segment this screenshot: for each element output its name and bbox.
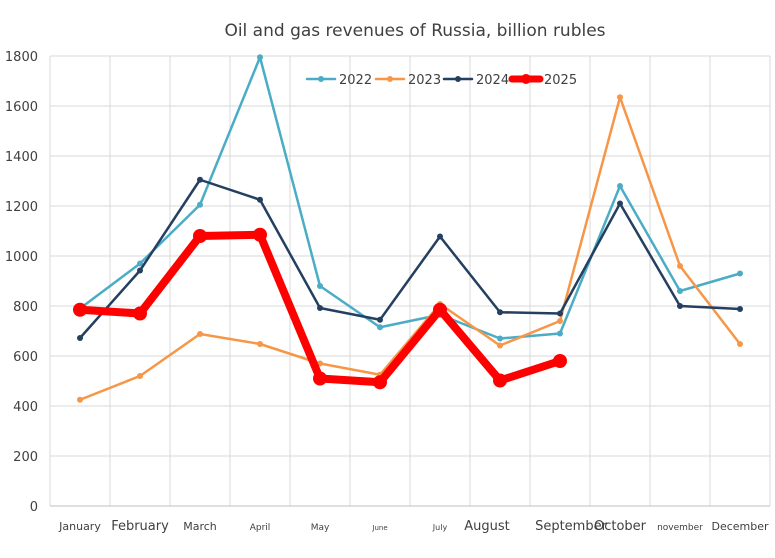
data-point-2024	[317, 305, 323, 311]
y-tick-label: 400	[13, 400, 38, 415]
data-point-2024	[197, 176, 203, 183]
data-point-2025	[313, 371, 327, 386]
x-tick-label: July	[432, 523, 448, 532]
y-tick-label: 1400	[5, 150, 38, 165]
data-point-2024	[137, 267, 143, 274]
data-point-2024	[497, 309, 503, 316]
data-point-2023	[137, 373, 143, 379]
data-point-2023	[617, 94, 623, 101]
legend-label-2024: 2024	[476, 73, 509, 88]
legend-label-2022: 2022	[339, 73, 372, 88]
data-point-2022	[557, 330, 563, 337]
data-point-2025	[373, 375, 387, 390]
data-point-2023	[77, 396, 83, 403]
x-tick-label: September	[535, 519, 608, 534]
data-point-2022	[677, 288, 683, 294]
data-point-2024	[617, 200, 623, 207]
y-tick-label: 0	[30, 500, 38, 515]
data-point-2024	[437, 233, 443, 240]
y-tick-label: 200	[13, 450, 38, 465]
data-point-2022	[317, 283, 323, 289]
data-point-2023	[677, 263, 683, 269]
x-tick-label: April	[250, 523, 271, 533]
y-tick-label: 600	[13, 350, 38, 365]
data-point-2024	[257, 196, 263, 203]
data-point-2025	[493, 373, 507, 388]
data-point-2022	[617, 183, 623, 189]
x-tick-label: December	[711, 520, 769, 533]
x-tick-label: June	[371, 524, 387, 532]
y-tick-label: 1000	[5, 250, 38, 265]
x-axis: January February March April May June July Augu…	[58, 519, 769, 534]
y-tick-label: 1800	[5, 50, 38, 65]
chart-title: Oil and gas revenues of Russia, billion …	[224, 21, 605, 41]
data-point-2025	[73, 302, 87, 317]
data-point-2025	[193, 229, 207, 243]
series-line-2024	[78, 178, 742, 340]
data-point-2022	[137, 260, 143, 267]
legend-marker-2025	[521, 74, 531, 84]
legend-label-2023: 2023	[408, 73, 441, 88]
data-point-2024	[737, 306, 743, 312]
legend-marker-2024	[455, 76, 461, 82]
data-point-2023	[557, 318, 563, 324]
data-point-2025	[253, 227, 267, 242]
data-point-2022	[377, 324, 383, 331]
data-point-2023	[197, 331, 203, 337]
y-tick-label: 800	[13, 300, 38, 315]
data-point-2023	[737, 341, 743, 347]
x-tick-label: november	[657, 523, 703, 533]
grid	[49, 55, 771, 507]
x-tick-label: January	[58, 520, 101, 533]
data-point-2022	[197, 201, 203, 208]
data-point-2025	[433, 302, 447, 317]
data-point-2022	[737, 270, 743, 277]
series-group	[73, 54, 743, 403]
data-point-2024	[77, 335, 83, 341]
y-tick-label: 1200	[5, 200, 38, 215]
legend-marker-2023	[387, 76, 393, 82]
x-tick-label: August	[464, 519, 510, 534]
x-tick-label: October	[594, 519, 647, 534]
data-point-2024	[677, 303, 683, 309]
data-point-2024	[377, 316, 383, 323]
legend: 2022 2023 2024 2025	[305, 73, 577, 88]
y-axis: 0 200 400 600 800 1000 1200 1400 1600 1800	[5, 50, 38, 515]
data-point-2023	[497, 342, 503, 349]
x-tick-label: March	[183, 520, 217, 533]
series-line-2022	[78, 56, 742, 340]
x-tick-label: May	[311, 523, 330, 533]
data-point-2022	[257, 54, 263, 61]
data-point-2024	[557, 310, 563, 317]
data-point-2025	[133, 306, 147, 321]
data-point-2023	[257, 341, 263, 347]
legend-marker-2022	[318, 76, 324, 82]
y-tick-label: 1600	[5, 100, 38, 115]
x-tick-label: February	[111, 519, 169, 534]
data-point-2025	[553, 354, 567, 368]
data-point-2022	[497, 335, 503, 342]
legend-label-2025: 2025	[544, 73, 577, 88]
series-line-2023	[78, 96, 742, 401]
